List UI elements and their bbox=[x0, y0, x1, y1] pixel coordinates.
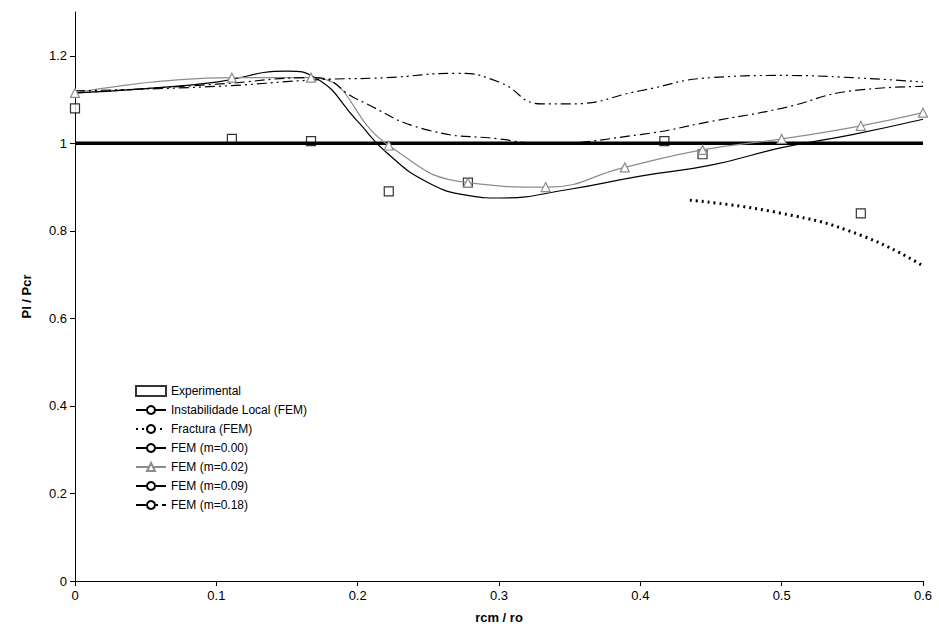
svg-text:0.6: 0.6 bbox=[49, 311, 67, 326]
svg-text:Instabilidade Local (FEM): Instabilidade Local (FEM) bbox=[171, 403, 307, 417]
svg-text:0.8: 0.8 bbox=[49, 223, 67, 238]
svg-text:Fractura (FEM): Fractura (FEM) bbox=[171, 422, 252, 436]
svg-text:0.4: 0.4 bbox=[631, 588, 649, 603]
svg-text:0.2: 0.2 bbox=[49, 486, 67, 501]
svg-text:0.1: 0.1 bbox=[207, 588, 225, 603]
svg-text:rcm / ro: rcm / ro bbox=[475, 610, 523, 625]
svg-text:1: 1 bbox=[60, 136, 67, 151]
svg-text:0: 0 bbox=[60, 574, 67, 589]
svg-text:0.6: 0.6 bbox=[914, 588, 932, 603]
svg-text:FEM (m=0.02): FEM (m=0.02) bbox=[171, 460, 248, 474]
svg-text:1.2: 1.2 bbox=[49, 48, 67, 63]
svg-text:Pl / Pcr: Pl / Pcr bbox=[19, 274, 34, 318]
svg-text:0.3: 0.3 bbox=[490, 588, 508, 603]
svg-text:0: 0 bbox=[71, 588, 78, 603]
svg-text:FEM (m=0.09): FEM (m=0.09) bbox=[171, 479, 248, 493]
svg-text:0.5: 0.5 bbox=[773, 588, 791, 603]
svg-text:FEM (m=0.00): FEM (m=0.00) bbox=[171, 441, 248, 455]
svg-text:FEM (m=0.18): FEM (m=0.18) bbox=[171, 498, 248, 512]
svg-text:0.2: 0.2 bbox=[349, 588, 367, 603]
svg-text:0.4: 0.4 bbox=[49, 398, 67, 413]
svg-text:Experimental: Experimental bbox=[171, 384, 241, 398]
